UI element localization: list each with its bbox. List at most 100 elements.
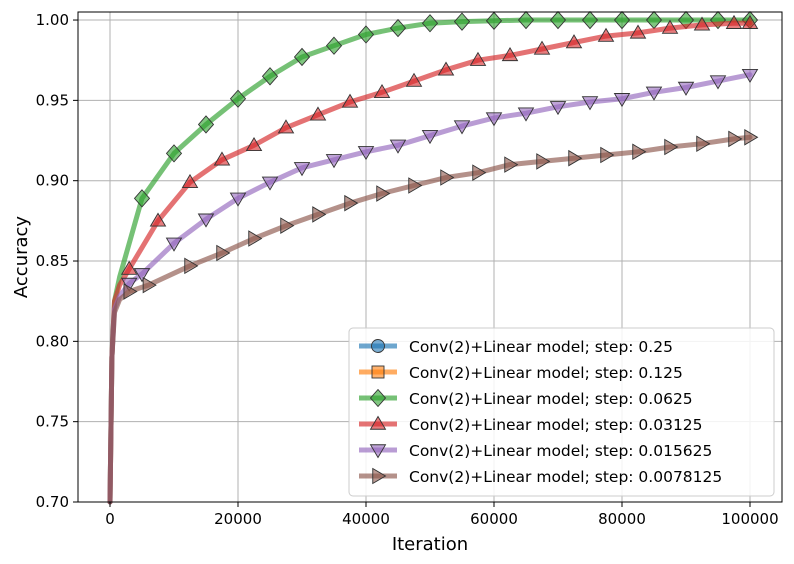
- y-tick-label: 0.90: [36, 172, 69, 190]
- data-point: [261, 176, 279, 191]
- axis-ticks: 0 20000 40000 60000 80000 100000 0.70 0.75 0.80 0…: [36, 11, 779, 528]
- y-tick-label: 0.95: [36, 91, 69, 109]
- data-point: [344, 194, 359, 212]
- data-point: [469, 51, 487, 66]
- data-point: [453, 120, 471, 135]
- data-point: [421, 14, 439, 33]
- legend-marker: [369, 388, 387, 408]
- data-point: [216, 244, 231, 262]
- legend-item: Conv(2)+Linear model; step: 0.03125: [359, 415, 703, 434]
- data-point: [357, 146, 375, 161]
- legend-marker: [371, 339, 385, 353]
- data-point: [229, 192, 247, 207]
- y-axis-label: Accuracy: [11, 216, 32, 299]
- legend-marker: [369, 415, 387, 430]
- data-point: [245, 136, 263, 152]
- data-point: [437, 61, 455, 76]
- data-point: [280, 217, 295, 234]
- y-tick-label: 0.75: [36, 413, 69, 431]
- data-point: [213, 151, 231, 166]
- data-point: [645, 86, 663, 101]
- x-tick-label: 80000: [598, 510, 646, 528]
- data-point: [581, 10, 599, 30]
- data-point: [725, 14, 743, 29]
- data-point: [293, 47, 311, 67]
- data-point: [632, 143, 647, 161]
- data-point: [677, 81, 695, 96]
- data-point: [629, 24, 647, 39]
- data-point: [357, 25, 375, 44]
- series-3: [107, 14, 759, 505]
- data-point: [693, 16, 711, 31]
- data-point: [149, 212, 167, 227]
- x-tick-label: 100000: [721, 510, 778, 528]
- legend: Conv(2)+Linear model; step: 0.25 Conv(2)+…: [348, 327, 775, 497]
- legend-item: Conv(2)+Linear model; step: 0.125: [359, 364, 683, 382]
- data-point: [421, 130, 439, 145]
- series-4: [107, 68, 759, 505]
- legend-label: Conv(2)+Linear model; step: 0.015625: [409, 442, 712, 460]
- data-point: [661, 19, 679, 34]
- data-point: [613, 10, 631, 30]
- legend-item: Conv(2)+Linear model; step: 0.0078125: [359, 467, 722, 486]
- legend-marker: [369, 444, 387, 459]
- data-point: [165, 237, 183, 252]
- data-point: [741, 68, 759, 84]
- data-point: [600, 146, 615, 164]
- data-point: [472, 164, 487, 181]
- data-point: [248, 230, 263, 247]
- data-point: [549, 10, 567, 30]
- data-point: [197, 115, 215, 134]
- data-point: [293, 162, 311, 177]
- data-point: [664, 138, 679, 156]
- data-point: [389, 139, 407, 154]
- legend-label: Conv(2)+Linear model; step: 0.25: [409, 338, 673, 356]
- legend-label: Conv(2)+Linear model; step: 0.0625: [409, 390, 693, 408]
- data-point: [133, 189, 151, 208]
- data-point: [309, 106, 327, 121]
- data-point: [373, 83, 391, 99]
- data-point: [165, 144, 183, 163]
- data-point: [184, 257, 199, 275]
- data-point: [453, 12, 471, 31]
- y-tick-label: 1.00: [36, 11, 69, 29]
- data-point: [123, 283, 138, 300]
- x-tick-label: 60000: [470, 510, 518, 528]
- data-point: [229, 89, 247, 108]
- data-point: [597, 27, 615, 42]
- data-point: [120, 260, 138, 275]
- data-point: [501, 46, 519, 62]
- data-point: [744, 129, 759, 146]
- x-tick-label: 40000: [342, 510, 390, 528]
- data-point: [197, 213, 215, 228]
- data-point: [181, 173, 199, 188]
- legend-label: Conv(2)+Linear model; step: 0.125: [409, 364, 683, 382]
- data-point: [533, 40, 551, 55]
- data-point: [341, 93, 359, 108]
- legend-box: [348, 327, 775, 497]
- data-point: [696, 135, 711, 153]
- legend-item: Conv(2)+Linear model; step: 0.25: [359, 338, 673, 356]
- legend-marker: [371, 365, 385, 379]
- x-axis-label: Iteration: [392, 534, 468, 555]
- data-point: [581, 96, 599, 111]
- data-point: [142, 276, 157, 294]
- data-point: [312, 206, 327, 223]
- data-point: [325, 154, 343, 169]
- data-point: [408, 177, 423, 194]
- data-point: [440, 169, 455, 186]
- data-point: [389, 18, 407, 38]
- legend-marker: [372, 467, 387, 485]
- data-point: [517, 107, 535, 122]
- data-point: [536, 153, 551, 170]
- data-point: [485, 112, 503, 127]
- series-5: [107, 129, 759, 505]
- data-point: [613, 93, 631, 108]
- legend-item: Conv(2)+Linear model; step: 0.015625: [359, 442, 712, 460]
- y-tick-label: 0.70: [36, 493, 69, 511]
- data-point: [405, 72, 423, 87]
- x-tick-label: 20000: [214, 510, 262, 528]
- data-point: [485, 11, 503, 31]
- data-point: [565, 34, 583, 49]
